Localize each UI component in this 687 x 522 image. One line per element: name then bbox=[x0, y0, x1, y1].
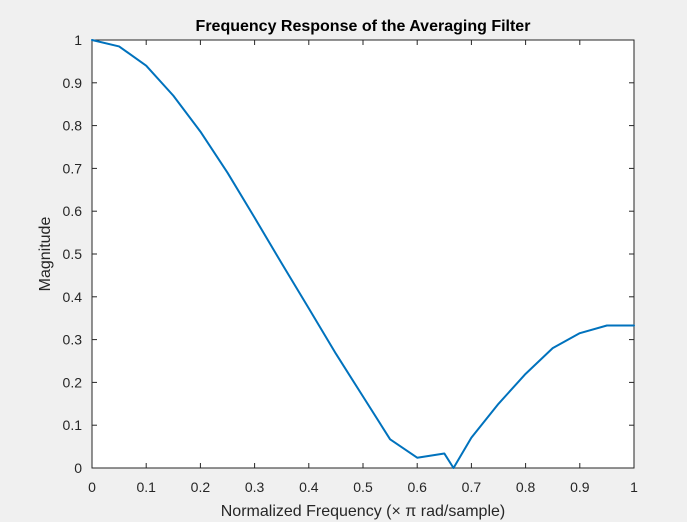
y-tick-label: 0.9 bbox=[63, 75, 83, 91]
x-tick-label: 0.1 bbox=[136, 479, 156, 495]
y-tick-label: 0.4 bbox=[63, 289, 83, 305]
y-tick-label: 0.1 bbox=[63, 417, 83, 433]
y-axis-label: Magnitude bbox=[37, 217, 54, 292]
plot-area bbox=[91, 39, 635, 469]
y-tick-label: 0.8 bbox=[63, 118, 83, 134]
x-tick-label: 0.7 bbox=[462, 479, 482, 495]
y-tick-label: 0.5 bbox=[63, 246, 83, 262]
x-tick-label: 0.8 bbox=[516, 479, 536, 495]
y-tick-label: 0 bbox=[74, 460, 82, 476]
y-tick-label: 0.7 bbox=[63, 160, 83, 176]
y-tick-label: 0.3 bbox=[63, 332, 83, 348]
x-tick-label: 0.5 bbox=[353, 479, 373, 495]
x-tick-label: 0.6 bbox=[407, 479, 427, 495]
x-tick-label: 0.2 bbox=[191, 479, 211, 495]
y-tick-label: 1 bbox=[74, 32, 82, 48]
chart-title: Frequency Response of the Averaging Filt… bbox=[196, 18, 531, 35]
y-tick-label: 0.2 bbox=[63, 374, 83, 390]
series-line-0 bbox=[91, 39, 635, 469]
y-axis-ticks: 0 0.1 0.2 0.3 0.4 0.5 0.6 0.7 0.8 0.9 1 bbox=[63, 32, 634, 476]
x-axis-ticks: 0 0.1 0.2 0.3 0.4 0.5 0.6 0.7 0.8 0.9 1 bbox=[88, 40, 638, 495]
x-tick-label: 0.4 bbox=[299, 479, 319, 495]
x-tick-label: 1 bbox=[630, 479, 638, 495]
x-tick-label: 0.9 bbox=[570, 479, 590, 495]
y-tick-label: 0.6 bbox=[63, 203, 83, 219]
x-axis-label: Normalized Frequency (× π rad/sample) bbox=[221, 503, 505, 520]
series-layer bbox=[91, 39, 635, 469]
x-tick-label: 0.3 bbox=[245, 479, 265, 495]
x-tick-label: 0 bbox=[88, 479, 96, 495]
